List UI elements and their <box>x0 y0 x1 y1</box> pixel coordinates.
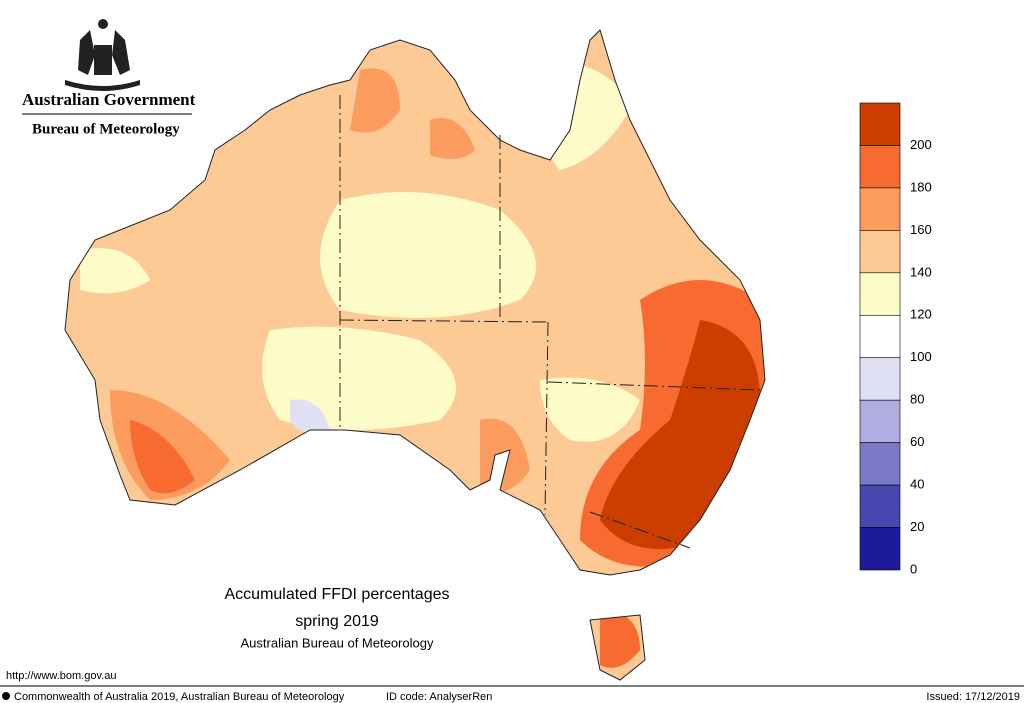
footer-issued: Issued: 17/12/2019 <box>926 691 1020 703</box>
footer-copyright: Commonwealth of Australia 2019, Australi… <box>14 691 345 703</box>
coat-of-arms <box>65 19 140 91</box>
legend-swatch <box>859 145 901 189</box>
legend-label: 60 <box>910 434 924 449</box>
map-title: Accumulated FFDI percentages <box>225 586 450 603</box>
legend-swatch <box>859 399 901 443</box>
legend-swatch <box>859 230 901 274</box>
footer-url: http://www.bom.gov.au <box>6 670 116 682</box>
legend-label: 160 <box>910 222 932 237</box>
legend-label: 140 <box>910 264 932 279</box>
legend-swatch <box>859 442 901 486</box>
legend-swatch <box>859 357 901 401</box>
map-period: spring 2019 <box>295 613 379 630</box>
legend-swatch <box>859 484 901 528</box>
map-source: Australian Bureau of Meteorology <box>241 635 434 650</box>
legend-label: 40 <box>910 477 924 492</box>
legend-swatch <box>859 272 901 316</box>
legend-label: 180 <box>910 179 932 194</box>
legend-label: 200 <box>910 137 932 152</box>
footer-id: ID code: AnalyserRen <box>386 691 492 703</box>
state-borders <box>339 95 761 549</box>
legend-swatch <box>859 187 901 231</box>
legend-swatch <box>859 527 901 571</box>
legend-label: 100 <box>910 349 932 364</box>
header-subtitle: Bureau of Meteorology <box>32 121 180 137</box>
copyright-icon <box>2 692 10 700</box>
legend-swatch <box>859 314 901 359</box>
coastline <box>64 29 766 681</box>
legend-swatch <box>859 102 901 146</box>
legend-label: 20 <box>910 519 924 534</box>
legend-label: 80 <box>910 392 924 407</box>
legend-label: 120 <box>910 307 932 322</box>
header-title: Australian Government <box>22 90 196 109</box>
legend-label: 0 <box>910 561 917 576</box>
